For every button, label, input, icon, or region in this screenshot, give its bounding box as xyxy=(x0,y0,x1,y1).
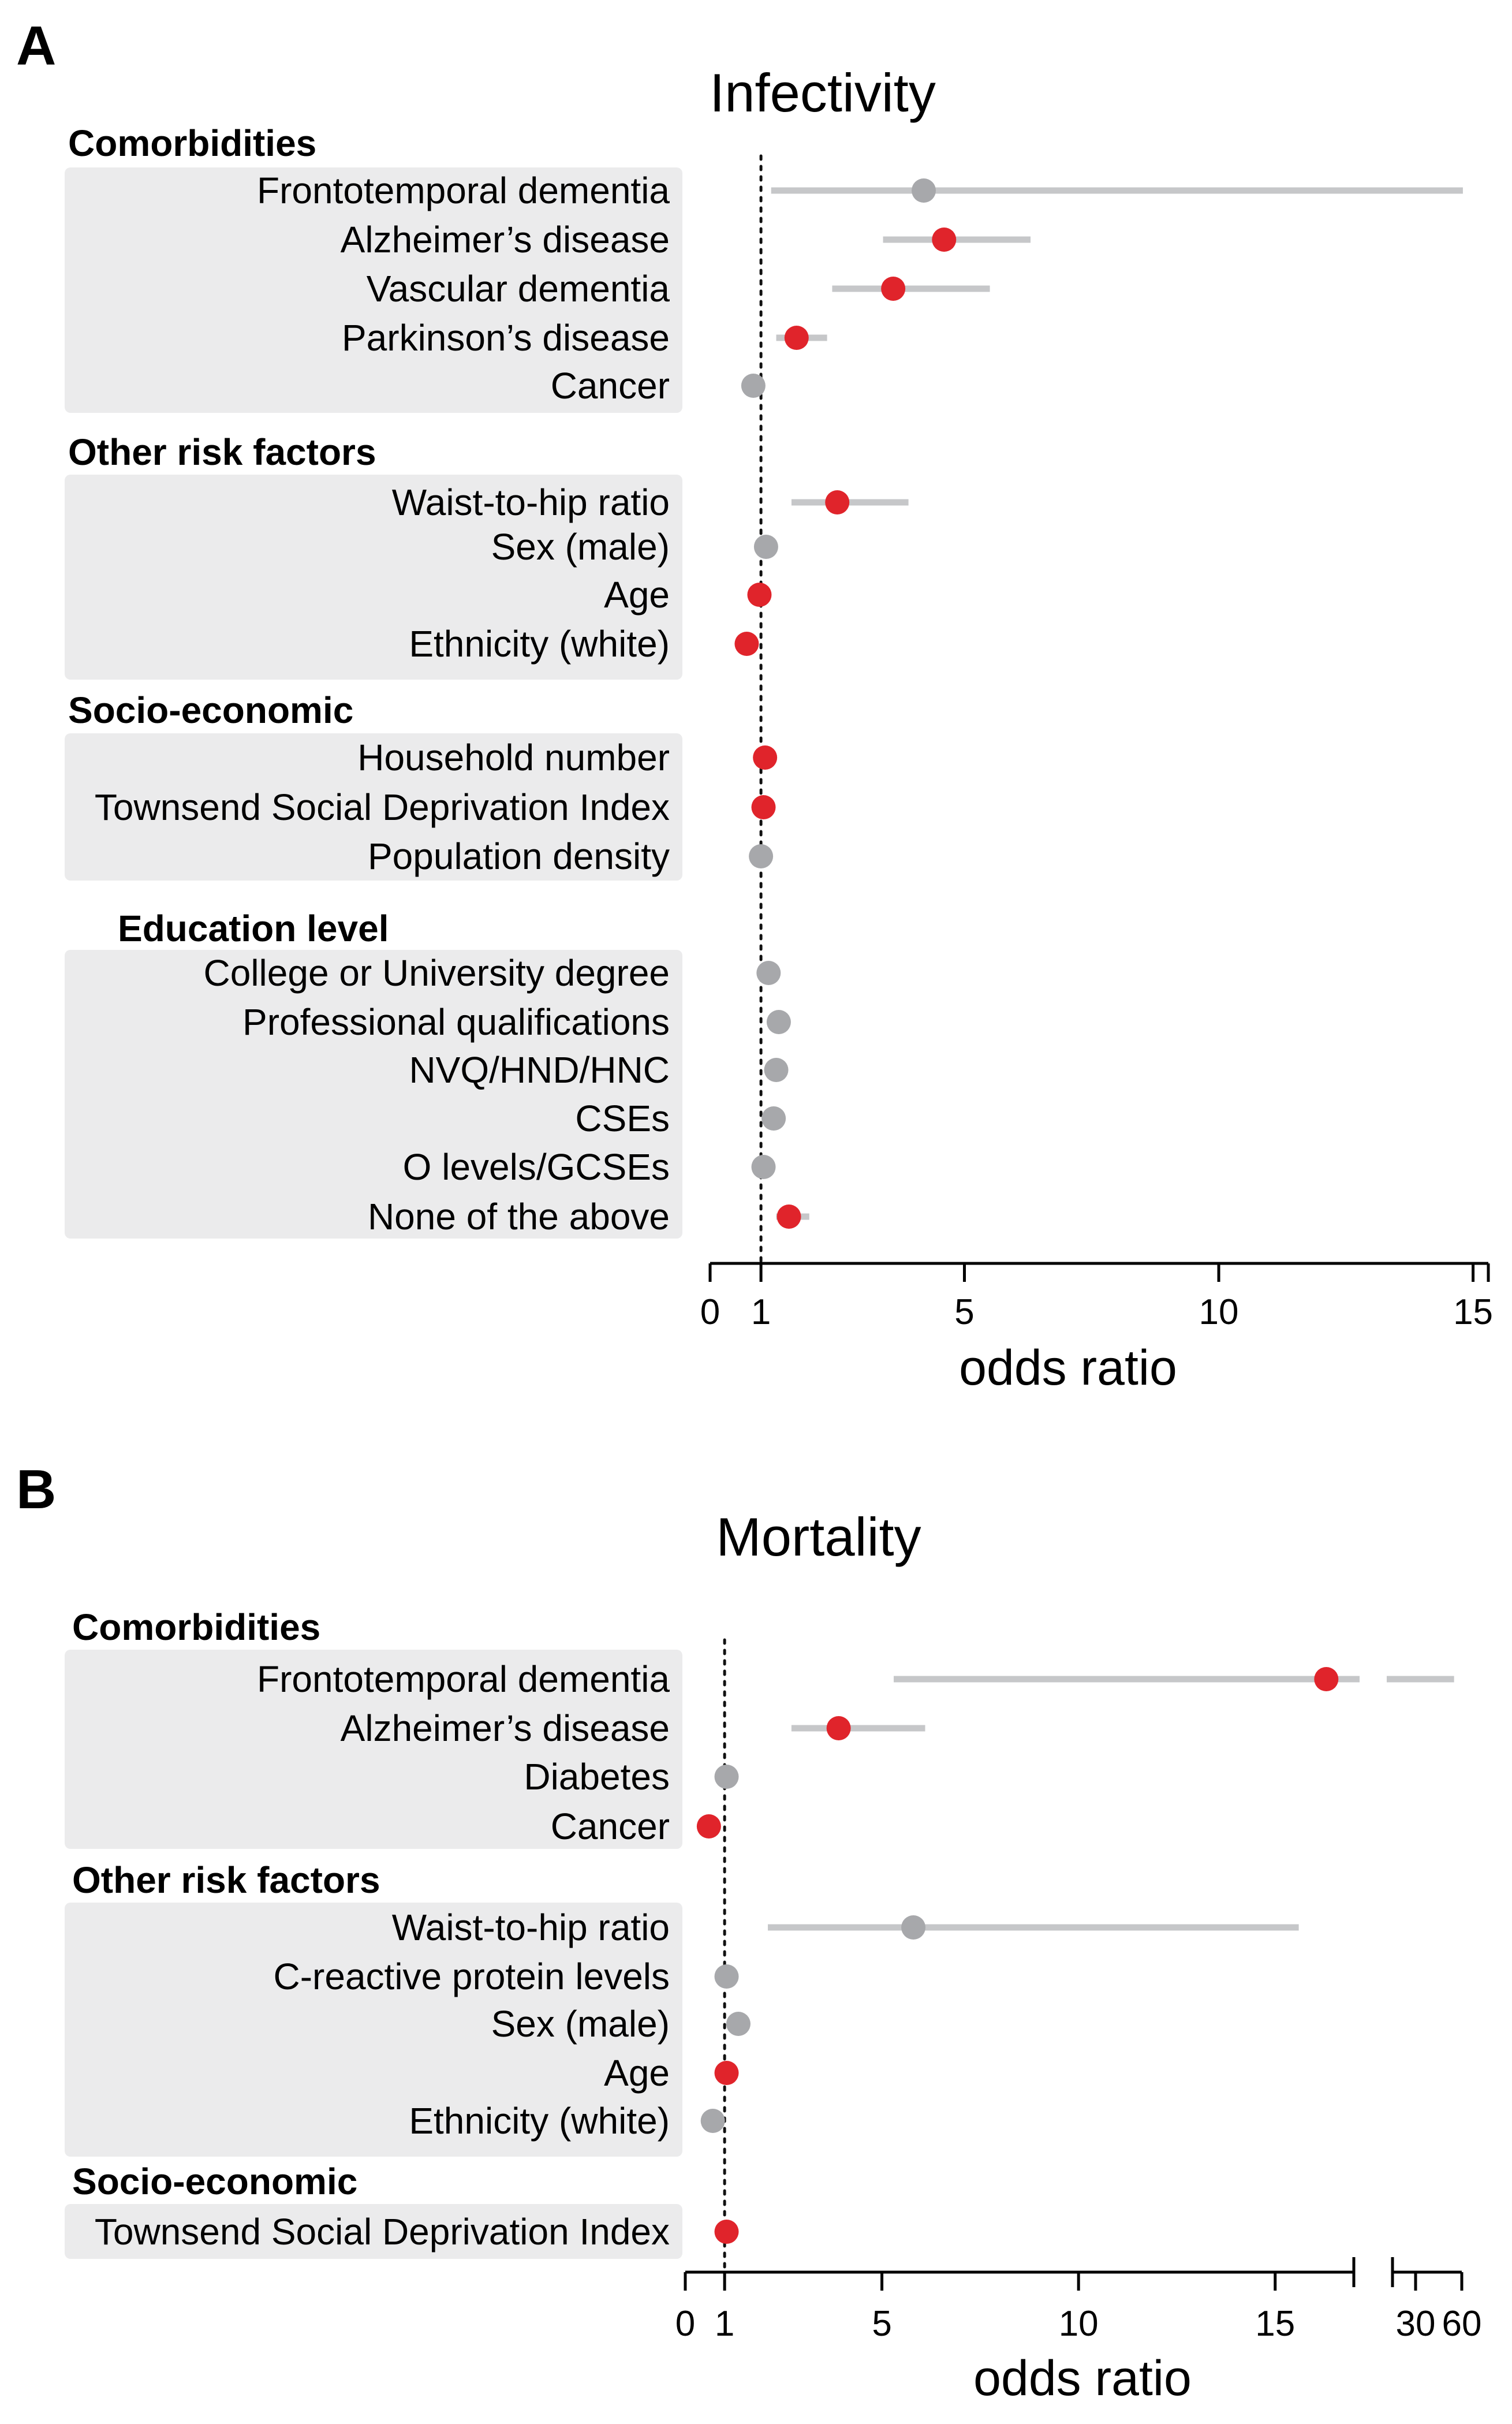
point-parkinson-s-disease xyxy=(784,326,809,350)
group-heading-socio-economic: Socio-economic xyxy=(72,2161,357,2202)
group-heading-comorbidities: Comorbidities xyxy=(72,1606,320,1648)
group-heading-socio-economic: Socio-economic xyxy=(68,689,353,731)
point-age xyxy=(747,583,772,607)
row-label-professional-qualifications: Professional qualifications xyxy=(242,1001,670,1043)
row-label-household-number: Household number xyxy=(357,737,670,778)
row-label-townsend-social-deprivation-index: Townsend Social Deprivation Index xyxy=(95,2211,670,2253)
point-household-number xyxy=(753,745,778,770)
point-sex-male xyxy=(726,2012,751,2036)
group-heading-comorbidities: Comorbidities xyxy=(68,122,316,164)
group-box-education-level xyxy=(65,950,682,1239)
group-box-other-risk-factors xyxy=(65,1903,682,2157)
row-label-waist-to-hip-ratio: Waist-to-hip ratio xyxy=(392,482,670,523)
point-ethnicity-white xyxy=(734,632,759,656)
point-cancer xyxy=(741,374,766,398)
row-label-age: Age xyxy=(604,2052,670,2094)
group-box-comorbidities xyxy=(65,1650,682,1849)
point-o-levels-gcses xyxy=(751,1155,776,1179)
row-label-ethnicity-white: Ethnicity (white) xyxy=(409,623,670,665)
x-tick-label: 15 xyxy=(1255,2304,1295,2344)
x-tick-label: 5 xyxy=(954,1292,974,1332)
row-label-sex-male: Sex (male) xyxy=(491,526,670,568)
panel-a: A Infectivity Comorbidities Frontotemporal … xyxy=(16,15,1493,1396)
row-label-frontotemporal-dementia: Frontotemporal dementia xyxy=(257,170,670,211)
x-tick-label: 5 xyxy=(872,2304,891,2344)
row-label-townsend-social-deprivation-index: Townsend Social Deprivation Index xyxy=(95,786,670,828)
group-heading-other-risk-factors: Other risk factors xyxy=(68,431,376,473)
point-frontotemporal-dementia xyxy=(1314,1667,1339,1691)
group-box-socio-economic xyxy=(65,2204,682,2259)
chart-title: Mortality xyxy=(716,1506,921,1567)
group-box-comorbidities xyxy=(65,167,682,413)
x-tick-label: 1 xyxy=(751,1292,771,1332)
row-label-age: Age xyxy=(604,574,670,616)
x-tick-label: 0 xyxy=(675,2304,695,2344)
row-label-vascular-dementia: Vascular dementia xyxy=(367,268,670,309)
chart-title: Infectivity xyxy=(710,62,936,123)
point-alzheimer-s-disease xyxy=(826,1716,851,1740)
point-waist-to-hip-ratio xyxy=(901,1915,926,1940)
point-none-of-the-above xyxy=(776,1204,801,1229)
point-cancer xyxy=(696,1814,721,1838)
x-tick-label: 60 xyxy=(1442,2304,1482,2344)
row-label-cancer: Cancer xyxy=(551,365,670,407)
row-label-sex-male: Sex (male) xyxy=(491,2003,670,2045)
point-age xyxy=(714,2061,739,2085)
point-townsend-social-deprivation-index xyxy=(751,795,776,819)
point-waist-to-hip-ratio xyxy=(825,490,850,514)
row-label-cses: CSEs xyxy=(575,1098,670,1139)
group-box-other-risk-factors xyxy=(65,475,682,680)
panel-letter: B xyxy=(16,1459,56,1520)
x-tick-label: 10 xyxy=(1199,1292,1239,1332)
row-label-c-reactive-protein-levels: C-reactive protein levels xyxy=(274,1956,670,1997)
row-label-cancer: Cancer xyxy=(551,1806,670,1847)
point-c-reactive-protein-levels xyxy=(714,1964,739,1989)
row-label-frontotemporal-dementia: Frontotemporal dementia xyxy=(257,1658,670,1700)
x-axis-label: odds ratio xyxy=(959,1340,1177,1396)
point-frontotemporal-dementia xyxy=(912,178,936,203)
point-population-density xyxy=(749,844,774,868)
point-nvq-hnd-hnc xyxy=(764,1058,789,1082)
row-label-waist-to-hip-ratio: Waist-to-hip ratio xyxy=(392,1907,670,1948)
group-heading-other-risk-factors: Other risk factors xyxy=(72,1859,380,1901)
point-college-or-university-degree xyxy=(756,961,781,985)
row-label-diabetes: Diabetes xyxy=(524,1756,670,1798)
row-label-nvq-hnd-hnc: NVQ/HND/HNC xyxy=(409,1049,670,1091)
row-label-college-or-university-degree: College or University degree xyxy=(204,952,670,994)
x-tick-label: 30 xyxy=(1396,2304,1436,2344)
row-label-none-of-the-above: None of the above xyxy=(368,1196,670,1237)
point-professional-qualifications xyxy=(766,1010,791,1034)
panel-b: B Mortality Comorbidities Frontotemporal de… xyxy=(16,1459,1481,2406)
panel-letter: A xyxy=(16,15,56,77)
point-sex-male xyxy=(753,535,778,559)
x-tick-label: 0 xyxy=(700,1292,720,1332)
point-vascular-dementia xyxy=(881,277,906,301)
group-heading-education-level: Education level xyxy=(118,908,389,949)
x-tick-label: 1 xyxy=(715,2304,734,2344)
x-tick-label: 15 xyxy=(1453,1292,1493,1332)
point-diabetes xyxy=(714,1765,739,1789)
group-box-socio-economic xyxy=(65,733,682,881)
point-ethnicity-white xyxy=(700,2109,725,2133)
row-label-ethnicity-white: Ethnicity (white) xyxy=(409,2100,670,2142)
x-tick-label: 10 xyxy=(1059,2304,1099,2344)
row-label-population-density: Population density xyxy=(368,836,670,877)
row-label-o-levels-gcses: O levels/GCSEs xyxy=(403,1146,670,1188)
row-label-alzheimer-s-disease: Alzheimer’s disease xyxy=(341,219,670,260)
x-axis-label: odds ratio xyxy=(973,2351,1192,2406)
point-cses xyxy=(761,1106,786,1131)
point-alzheimer-s-disease xyxy=(932,228,957,252)
point-townsend-social-deprivation-index xyxy=(714,2220,739,2244)
row-label-alzheimer-s-disease: Alzheimer’s disease xyxy=(341,1707,670,1749)
row-label-parkinson-s-disease: Parkinson’s disease xyxy=(342,317,670,359)
